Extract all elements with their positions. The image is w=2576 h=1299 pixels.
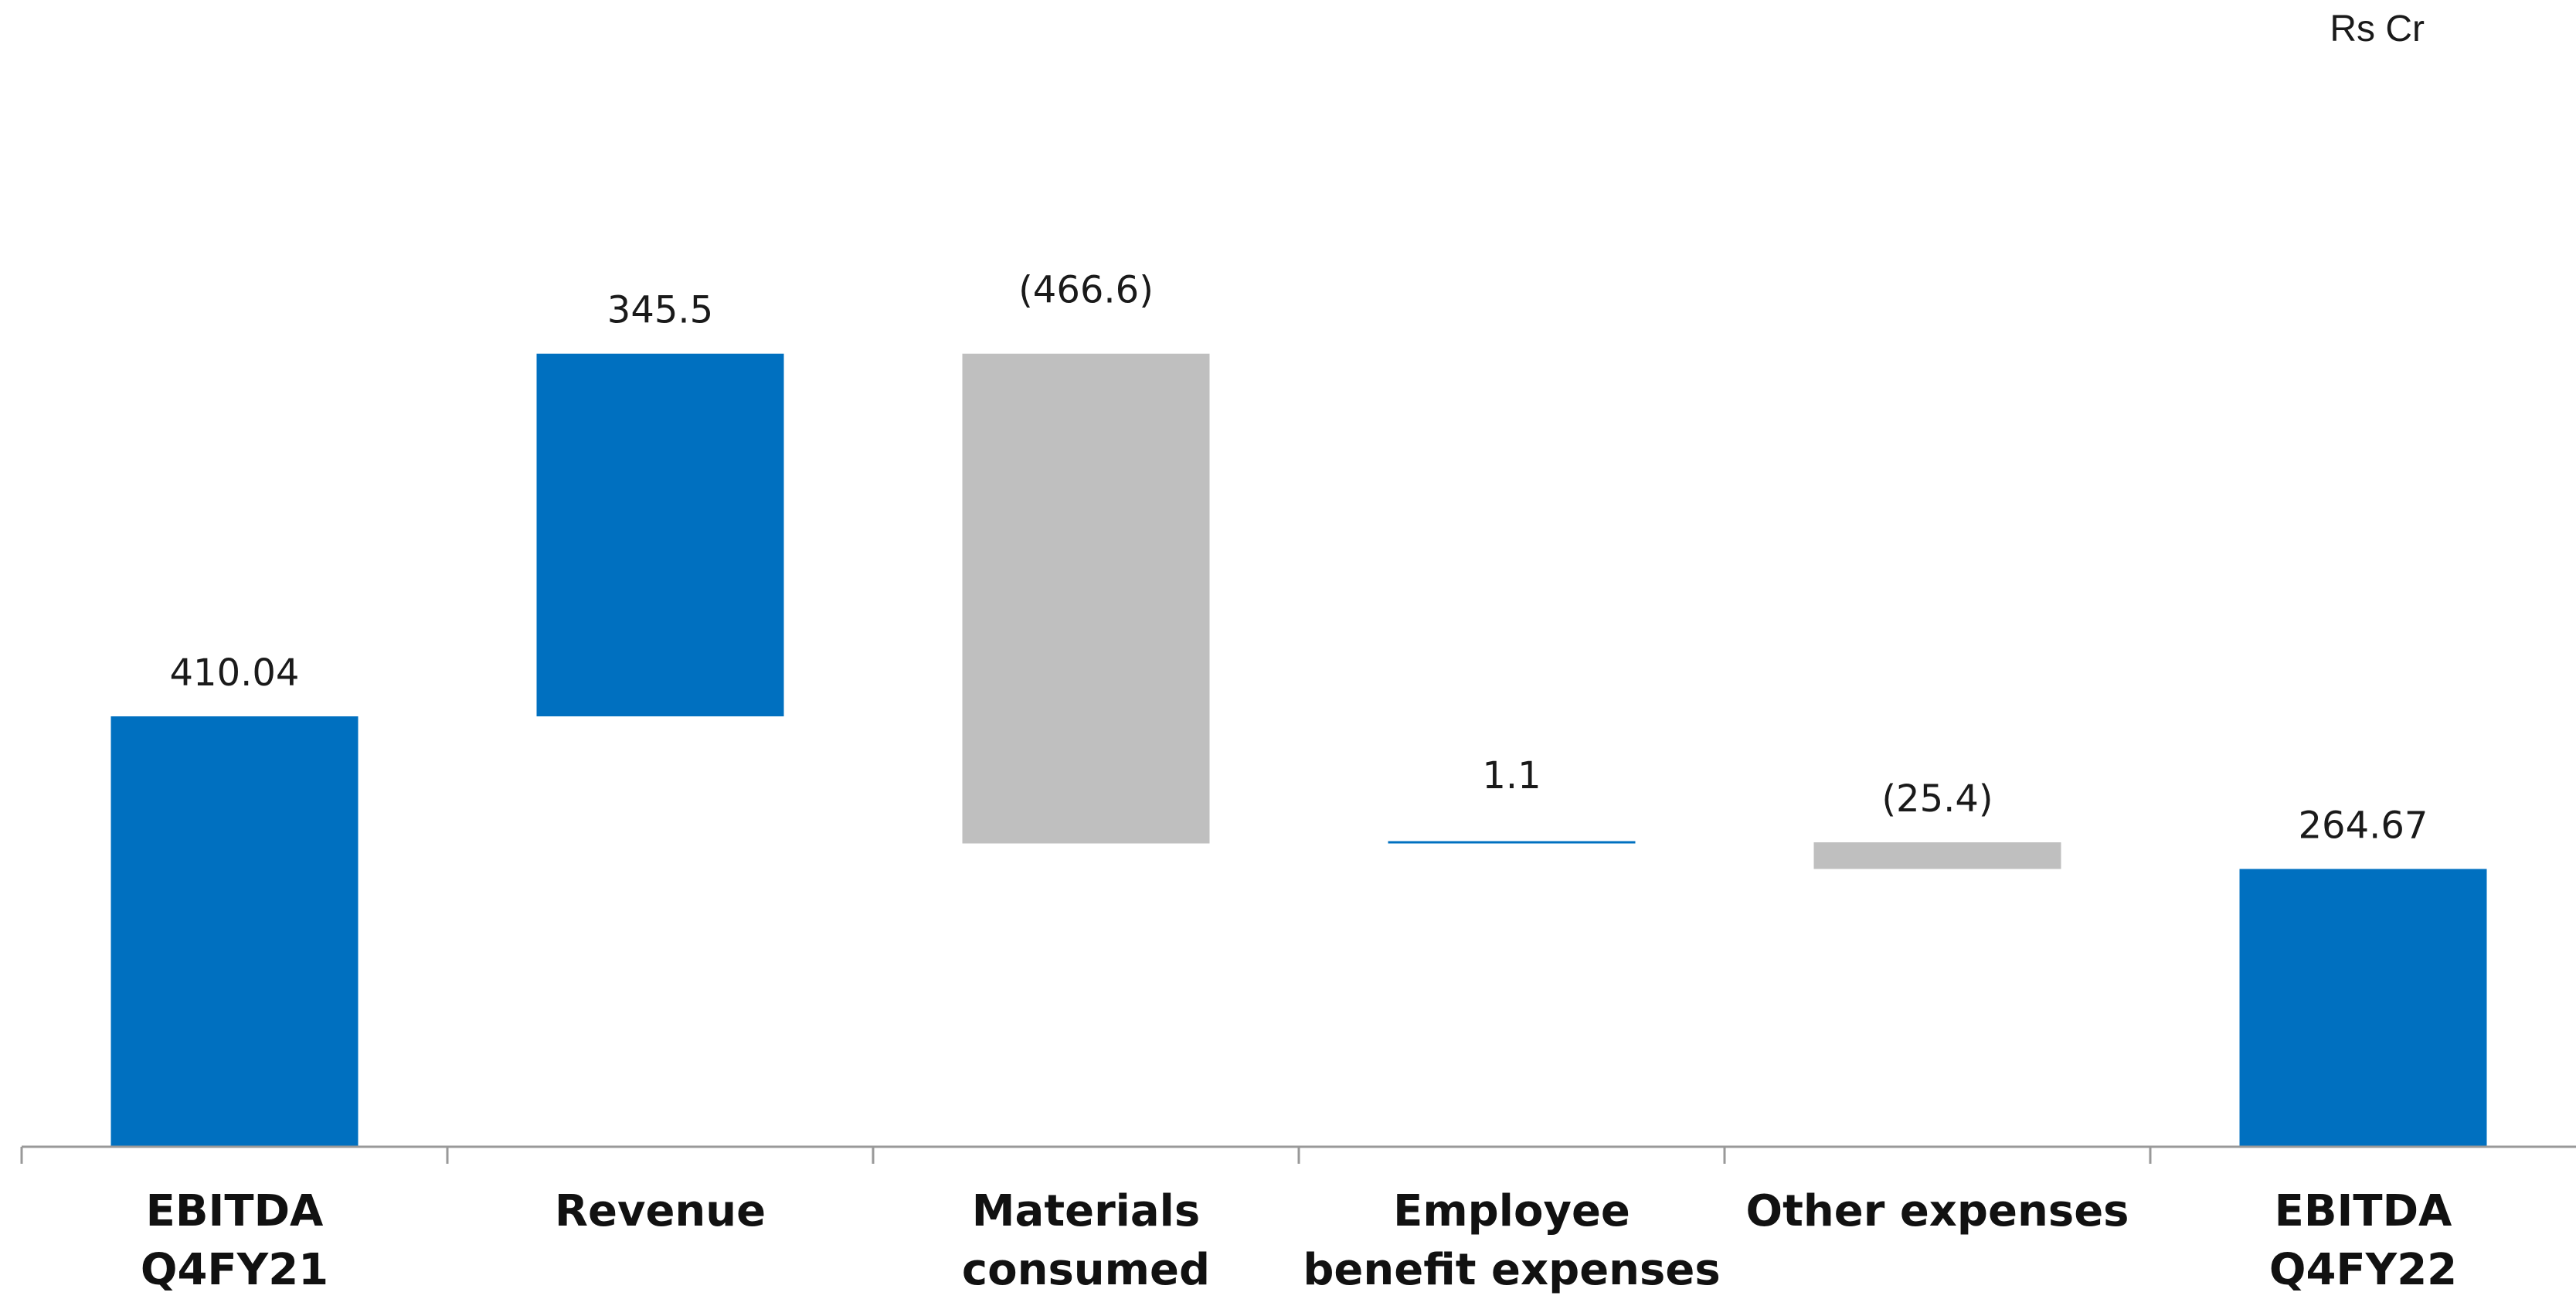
bar-4 xyxy=(1813,842,2061,869)
category-label-5: EBITDA Q4FY22 xyxy=(2269,1186,2457,1295)
bar-3 xyxy=(1388,841,1636,844)
category-label-1: Revenue xyxy=(555,1186,766,1236)
category-label-line: EBITDA xyxy=(2275,1186,2452,1236)
bar-0 xyxy=(110,716,359,1147)
category-label-4: Other expenses xyxy=(1745,1186,2129,1236)
value-labels-group: 410.04 345.5 (466.6) 1.1 (25.4) 264.67 xyxy=(170,269,2428,848)
bars-group xyxy=(110,353,2487,1147)
category-label-line: Materials xyxy=(972,1186,1200,1236)
category-label-3: Employee benefit expenses xyxy=(1303,1186,1720,1295)
category-label-line: Revenue xyxy=(555,1186,766,1236)
value-label-3: 1.1 xyxy=(1482,754,1541,797)
value-label-5: 264.67 xyxy=(2299,804,2428,848)
bar-2 xyxy=(962,353,1210,844)
x-axis xyxy=(20,1145,2576,1164)
value-label-2: (466.6) xyxy=(1018,269,1154,312)
bar-1 xyxy=(536,353,784,716)
category-labels-group: EBITDA Q4FY21 Revenue Materials consumed Empl… xyxy=(141,1186,2457,1295)
value-label-4: (25.4) xyxy=(1881,777,1993,821)
category-label-line: consumed xyxy=(962,1245,1210,1295)
category-label-line: Q4FY21 xyxy=(141,1245,328,1295)
category-label-line: benefit expenses xyxy=(1303,1245,1720,1295)
category-label-line: Other expenses xyxy=(1745,1186,2129,1236)
category-label-0: EBITDA Q4FY21 xyxy=(141,1186,328,1295)
category-label-line: EBITDA xyxy=(146,1186,324,1236)
category-label-line: Employee xyxy=(1393,1186,1630,1236)
category-label-2: Materials consumed xyxy=(962,1186,1210,1295)
value-label-0: 410.04 xyxy=(170,651,300,695)
value-label-1: 345.5 xyxy=(607,289,713,332)
unit-label: Rs Cr xyxy=(2330,9,2425,49)
bar-5 xyxy=(2239,869,2487,1147)
category-label-line: Q4FY22 xyxy=(2269,1245,2457,1295)
